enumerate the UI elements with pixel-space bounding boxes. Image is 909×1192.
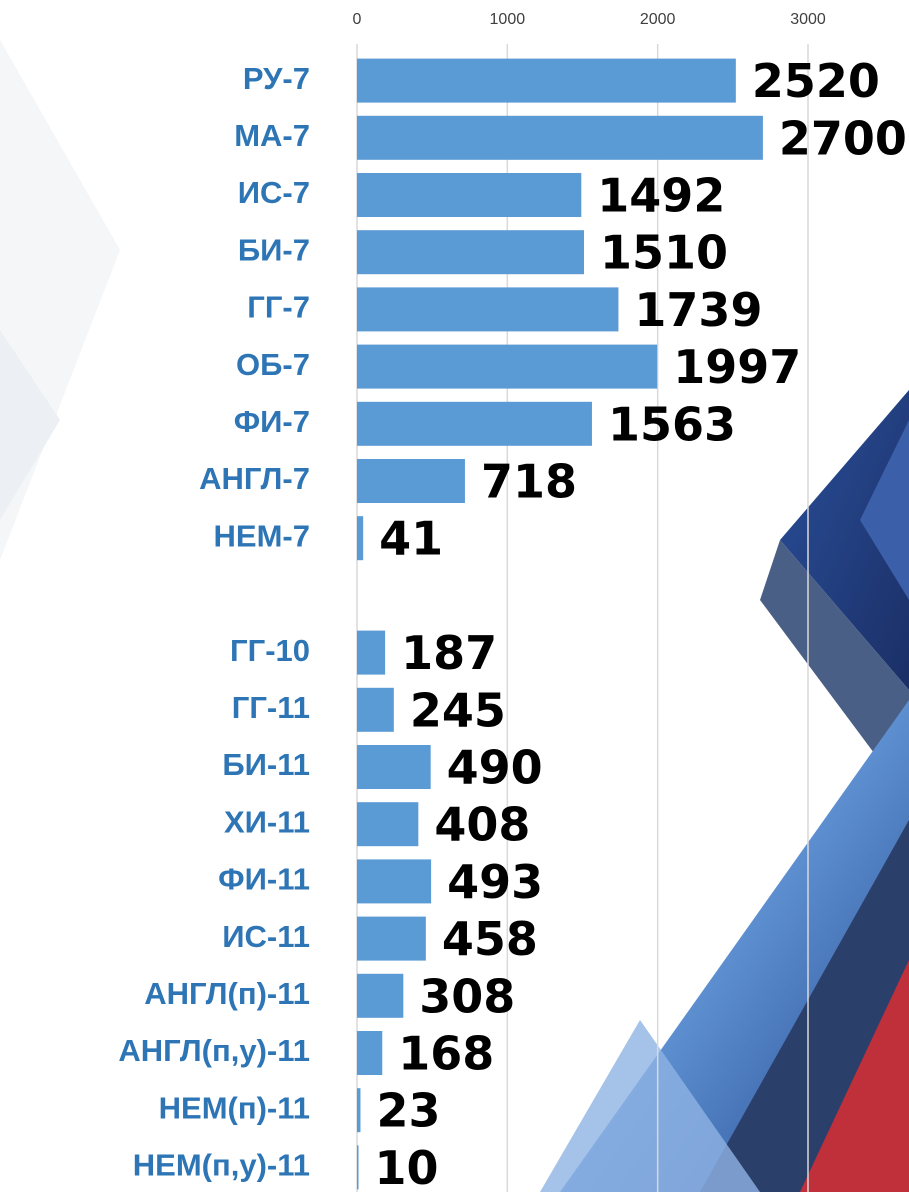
category-label: МА-7 [234, 118, 310, 153]
chart: 0 1000 2000 3000 РУ-7 2520 МА-7 2700 ИС-7 1492 БИ-… [0, 0, 909, 1192]
category-label: ИС-7 [238, 175, 310, 210]
x-tick-label: 1000 [490, 11, 526, 28]
bar [357, 59, 736, 103]
category-label: БИ-7 [238, 232, 310, 267]
value-label: 168 [398, 1027, 494, 1081]
value-label: 458 [442, 912, 538, 966]
x-tick-label: 2000 [640, 11, 676, 28]
x-tick-label: 0 [353, 11, 362, 28]
category-label: БИ-11 [222, 747, 310, 782]
bar [357, 802, 418, 846]
bar [357, 745, 431, 789]
value-label: 187 [401, 626, 497, 680]
bar [357, 402, 592, 446]
bar [357, 859, 431, 903]
page: {"chart_data": {"type": "bar", "orientat… [0, 0, 909, 1192]
value-label: 308 [419, 969, 515, 1023]
value-label: 2700 [779, 111, 907, 165]
bar [357, 516, 363, 560]
x-tick-label: 3000 [790, 11, 826, 28]
bar [357, 173, 581, 217]
value-label: 245 [410, 683, 506, 737]
bar [357, 1088, 360, 1132]
value-label: 41 [379, 512, 443, 566]
category-label: ГГ-11 [232, 690, 310, 725]
bar [357, 1031, 382, 1075]
category-label: ГГ-10 [230, 633, 310, 668]
bar [357, 287, 618, 331]
category-label: АНГЛ(п)-11 [144, 976, 310, 1011]
value-label: 1739 [634, 283, 762, 337]
value-label: 718 [481, 455, 577, 509]
bar [357, 631, 385, 675]
value-label: 1563 [608, 397, 736, 451]
value-label: 490 [447, 741, 543, 795]
value-label: 2520 [752, 54, 880, 108]
category-label: НЕМ(п)-11 [159, 1090, 310, 1125]
category-label: ИС-11 [222, 919, 310, 954]
value-label: 23 [376, 1084, 440, 1138]
bar [357, 974, 403, 1018]
value-label: 1997 [673, 340, 801, 394]
category-label: ХИ-11 [224, 804, 310, 839]
category-label: АНГЛ-7 [199, 461, 310, 496]
category-label: ГГ-7 [247, 290, 310, 325]
category-label: ФИ-7 [234, 404, 310, 439]
category-label: ФИ-11 [218, 862, 310, 897]
category-label: РУ-7 [243, 61, 310, 96]
category-label: АНГЛ(п,у)-11 [118, 1033, 310, 1068]
bar [357, 917, 426, 961]
bar [357, 116, 763, 160]
value-label: 10 [375, 1141, 439, 1192]
bar [357, 345, 657, 389]
category-label: НЕМ-7 [214, 518, 310, 553]
category-label: ОБ-7 [236, 347, 310, 382]
bar [357, 688, 394, 732]
value-label: 493 [447, 855, 543, 909]
value-label: 1510 [600, 226, 728, 280]
bar [357, 230, 584, 274]
value-label: 1492 [597, 169, 725, 223]
bar [357, 1145, 359, 1189]
value-label: 408 [434, 798, 530, 852]
category-label: НЕМ(п,у)-11 [133, 1148, 310, 1183]
bar [357, 459, 465, 503]
